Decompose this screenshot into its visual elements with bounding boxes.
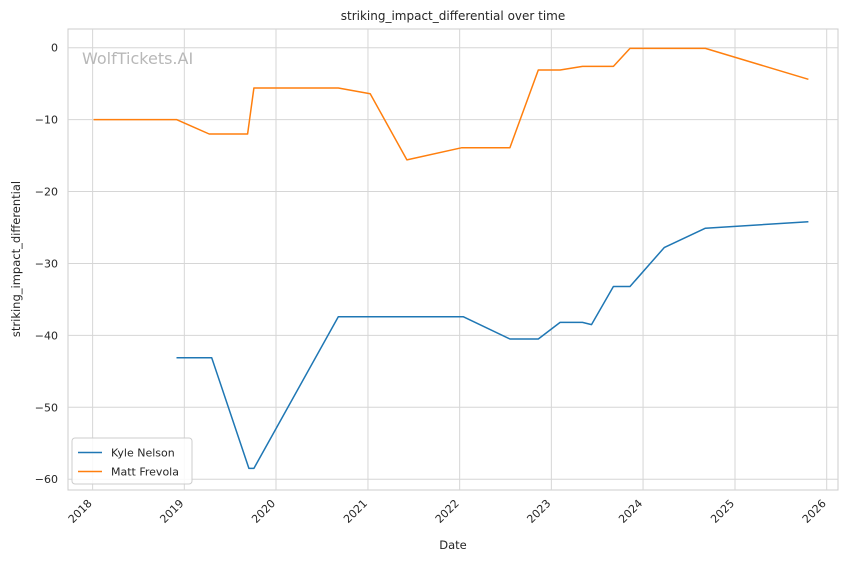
series-line-kyle-nelson (176, 220, 809, 470)
watermark: WolfTickets.AI (82, 49, 193, 68)
legend-box (71, 437, 193, 485)
series-lines (93, 47, 809, 470)
y-tick-label: −40 (35, 329, 58, 342)
y-tick-label: −60 (35, 473, 58, 486)
legend-label-matt-frevola: Matt Frevola (111, 466, 179, 479)
y-tick-label: −20 (35, 186, 58, 199)
chart-title: striking_impact_differential over time (341, 9, 566, 23)
series-line-matt-frevola (93, 47, 809, 161)
y-tick-label: 0 (51, 42, 58, 55)
plot-area (67, 28, 839, 491)
y-tick-label: −10 (35, 114, 58, 127)
grid-lines (68, 29, 838, 490)
legend: Kyle Nelson Matt Frevola (71, 437, 193, 485)
y-tick-label: −50 (35, 401, 58, 414)
legend-label-kyle-nelson: Kyle Nelson (111, 447, 175, 460)
x-axis-title: Date (439, 538, 467, 552)
y-axis-ticks: 0 −10 −20 −30 −40 −50 −60 (35, 42, 58, 487)
plot-background (67, 28, 839, 491)
y-tick-label: −30 (35, 257, 58, 270)
y-axis-title: striking_impact_differential (9, 181, 23, 337)
